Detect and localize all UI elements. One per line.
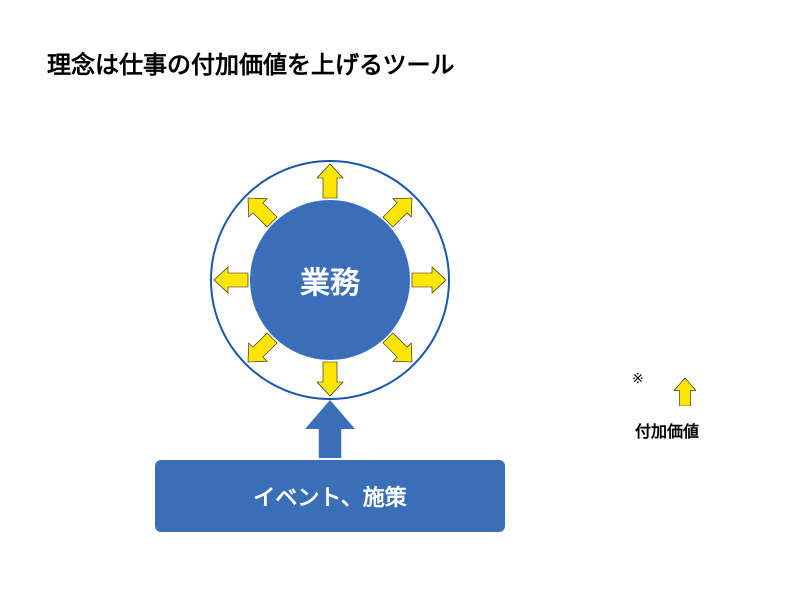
events-box: イベント、施策 — [155, 460, 505, 532]
core-circle: 業務 — [250, 200, 410, 360]
radial-arrow-icon — [248, 333, 277, 362]
core-circle-label: 業務 — [300, 258, 360, 302]
radial-arrow-icon — [412, 267, 446, 293]
radial-arrow-icon — [317, 164, 343, 198]
radial-arrow-icon — [383, 198, 412, 227]
events-box-label: イベント、施策 — [253, 480, 407, 512]
radial-arrow-icon — [317, 362, 343, 396]
legend-asterisk: ※ — [632, 370, 644, 387]
legend-arrow-icon — [674, 378, 696, 406]
radial-arrow-icon — [214, 267, 248, 293]
connector-arrow-icon — [305, 400, 355, 458]
legend-label: 付加価値 — [635, 418, 699, 442]
radial-arrow-icon — [383, 333, 412, 362]
